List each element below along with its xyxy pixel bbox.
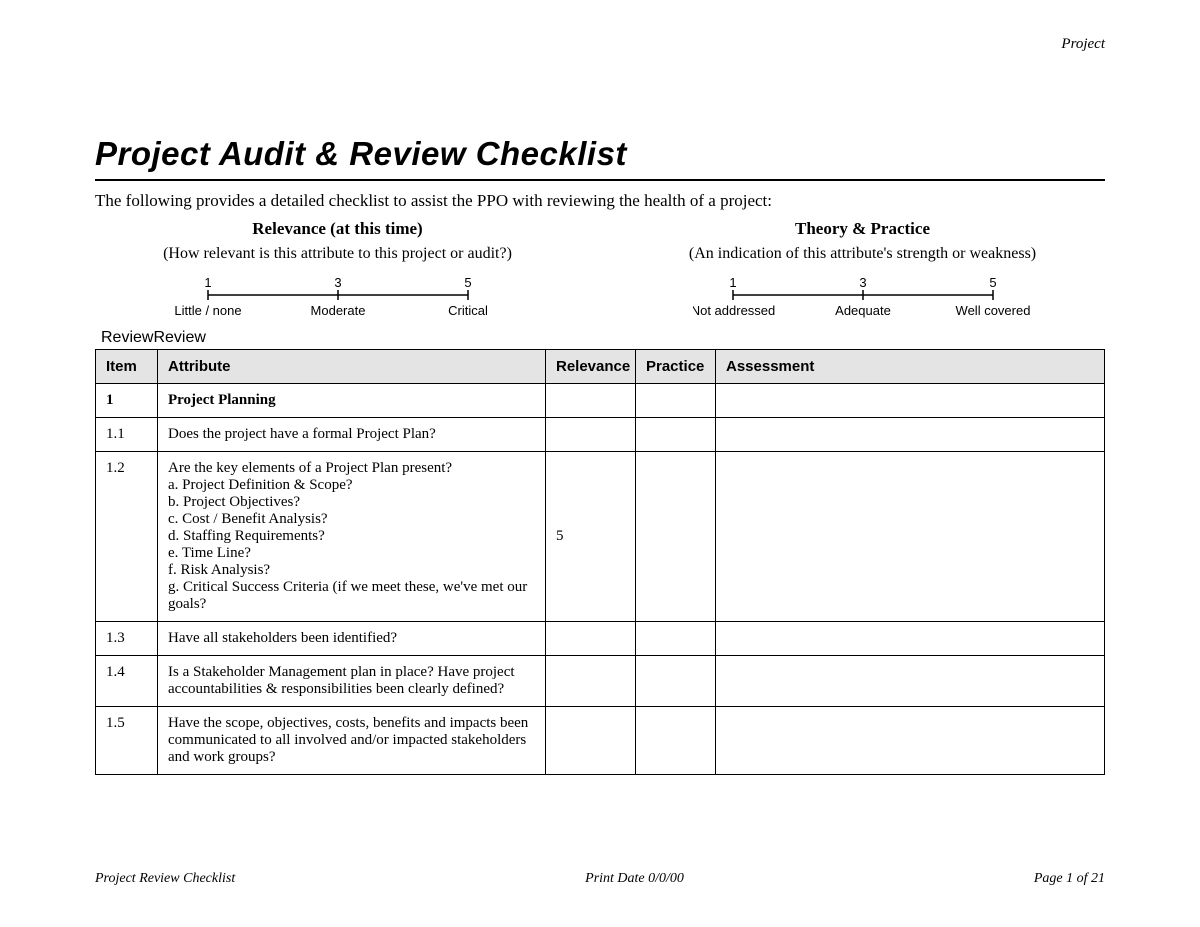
cell-practice	[636, 656, 716, 707]
cell-relevance	[546, 707, 636, 775]
table-row: 1.4 Is a Stakeholder Management plan in …	[96, 656, 1105, 707]
scale-tick-5: 5	[989, 275, 996, 290]
scale-label-low: Little / none	[174, 303, 241, 318]
cell-assessment	[716, 384, 1105, 418]
cell-assessment	[716, 656, 1105, 707]
cell-assessment	[716, 707, 1105, 775]
page-footer: Project Review Checklist Print Date 0/0/…	[95, 871, 1105, 887]
relevance-scale-svg: 1 3 5 Little / none Moderate Critical	[168, 275, 508, 321]
cell-item: 1.4	[96, 656, 158, 707]
cell-relevance	[546, 622, 636, 656]
footer-left: Project Review Checklist	[95, 871, 235, 887]
relevance-scale-title: Relevance (at this time)	[95, 219, 580, 239]
cell-item: 1.1	[96, 418, 158, 452]
scale-tick-3: 3	[859, 275, 866, 290]
cell-practice	[636, 452, 716, 622]
document-page: Project Project Audit & Review Checklist…	[0, 0, 1200, 775]
footer-center: Print Date 0/0/00	[585, 871, 684, 887]
cell-attribute: Project Planning	[158, 384, 546, 418]
practice-scale-title: Theory & Practice	[620, 219, 1105, 239]
cell-attribute: Is a Stakeholder Management plan in plac…	[158, 656, 546, 707]
col-assessment: Assessment	[716, 350, 1105, 384]
col-relevance: Relevance	[546, 350, 636, 384]
scale-label-high: Critical	[448, 303, 488, 318]
cell-attribute: Have all stakeholders been identified?	[158, 622, 546, 656]
scale-label-low: Not addressed	[693, 303, 775, 318]
cell-practice	[636, 622, 716, 656]
table-row: 1.3 Have all stakeholders been identifie…	[96, 622, 1105, 656]
scale-tick-3: 3	[334, 275, 341, 290]
scale-label-high: Well covered	[955, 303, 1030, 318]
cell-item: 1.5	[96, 707, 158, 775]
table-row: 1 Project Planning	[96, 384, 1105, 418]
scales-row: Relevance (at this time) (How relevant i…	[95, 219, 1105, 321]
header-right-label: Project	[1061, 36, 1105, 53]
cell-item: 1.2	[96, 452, 158, 622]
scale-label-mid: Moderate	[310, 303, 365, 318]
table-row: 1.1 Does the project have a formal Proje…	[96, 418, 1105, 452]
footer-right: Page 1 of 21	[1034, 871, 1105, 887]
cell-attribute: Does the project have a formal Project P…	[158, 418, 546, 452]
col-item: Item	[96, 350, 158, 384]
cell-practice	[636, 384, 716, 418]
relevance-scale-subtitle: (How relevant is this attribute to this …	[95, 245, 580, 263]
cell-assessment	[716, 452, 1105, 622]
col-attribute: Attribute	[158, 350, 546, 384]
cell-relevance	[546, 418, 636, 452]
checklist-table: Item Attribute Relevance Practice Assess…	[95, 349, 1105, 775]
table-row: 1.2 Are the key elements of a Project Pl…	[96, 452, 1105, 622]
review-label: ReviewReview	[101, 329, 1105, 347]
cell-assessment	[716, 622, 1105, 656]
table-header-row: Item Attribute Relevance Practice Assess…	[96, 350, 1105, 384]
cell-assessment	[716, 418, 1105, 452]
cell-practice	[636, 707, 716, 775]
table-row: 1.5 Have the scope, objectives, costs, b…	[96, 707, 1105, 775]
scale-tick-5: 5	[464, 275, 471, 290]
practice-scale: Theory & Practice (An indication of this…	[620, 219, 1105, 321]
relevance-scale: Relevance (at this time) (How relevant i…	[95, 219, 580, 321]
practice-scale-svg: 1 3 5 Not addressed Adequate Well covere…	[693, 275, 1033, 321]
cell-relevance	[546, 656, 636, 707]
cell-item: 1	[96, 384, 158, 418]
page-title: Project Audit & Review Checklist	[95, 135, 1105, 173]
scale-label-mid: Adequate	[835, 303, 891, 318]
practice-scale-subtitle: (An indication of this attribute's stren…	[620, 245, 1105, 263]
scale-tick-1: 1	[729, 275, 736, 290]
intro-text: The following provides a detailed checkl…	[95, 191, 1105, 211]
cell-attribute: Are the key elements of a Project Plan p…	[158, 452, 546, 622]
cell-practice	[636, 418, 716, 452]
title-rule	[95, 179, 1105, 181]
cell-item: 1.3	[96, 622, 158, 656]
cell-relevance: 5	[546, 452, 636, 622]
col-practice: Practice	[636, 350, 716, 384]
scale-tick-1: 1	[204, 275, 211, 290]
cell-relevance	[546, 384, 636, 418]
cell-attribute: Have the scope, objectives, costs, benef…	[158, 707, 546, 775]
